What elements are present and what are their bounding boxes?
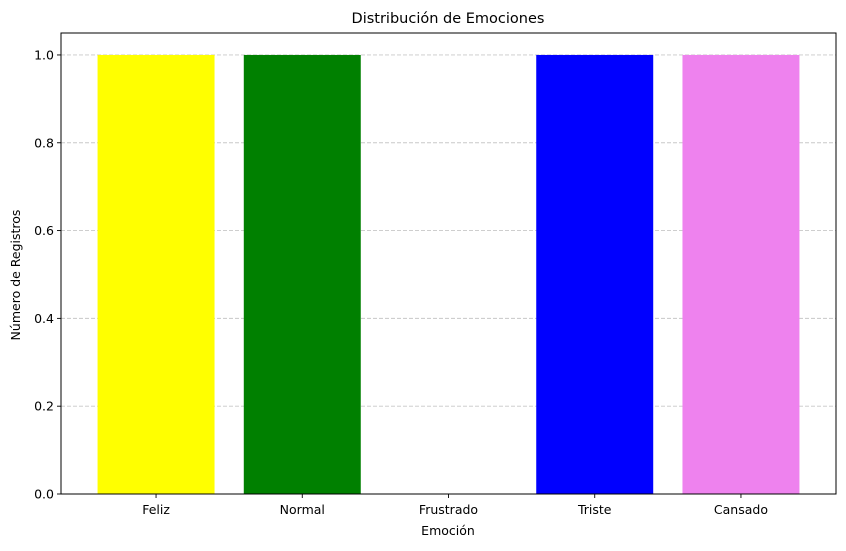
x-tick-label: Feliz <box>142 502 170 517</box>
chart-title: Distribución de Emociones <box>352 11 545 27</box>
x-tick-label: Frustrado <box>419 502 478 517</box>
y-tick-label: 0.4 <box>34 311 54 326</box>
y-tick-label: 0.0 <box>34 487 54 502</box>
x-tick-label: Cansado <box>714 502 768 517</box>
bar-normal <box>243 54 361 494</box>
y-tick-label: 0.6 <box>34 223 54 238</box>
x-tick-label: Normal <box>280 502 325 517</box>
y-tick-label: 0.8 <box>34 135 54 150</box>
x-axis-ticks: Feliz Normal Frustrado Triste Cansado <box>142 494 768 517</box>
bar-triste <box>536 54 654 494</box>
y-tick-label: 0.2 <box>34 399 54 414</box>
bar-feliz <box>97 54 215 494</box>
y-tick-label: 1.0 <box>34 47 54 62</box>
bar-cansado <box>682 54 800 494</box>
x-tick-label: Triste <box>577 502 612 517</box>
x-axis-label: Emoción <box>421 523 475 538</box>
y-axis-label: Número de Registros <box>8 210 23 341</box>
y-axis-ticks: 0.0 0.2 0.4 0.6 0.8 1.0 <box>34 47 61 502</box>
bars <box>97 54 800 494</box>
